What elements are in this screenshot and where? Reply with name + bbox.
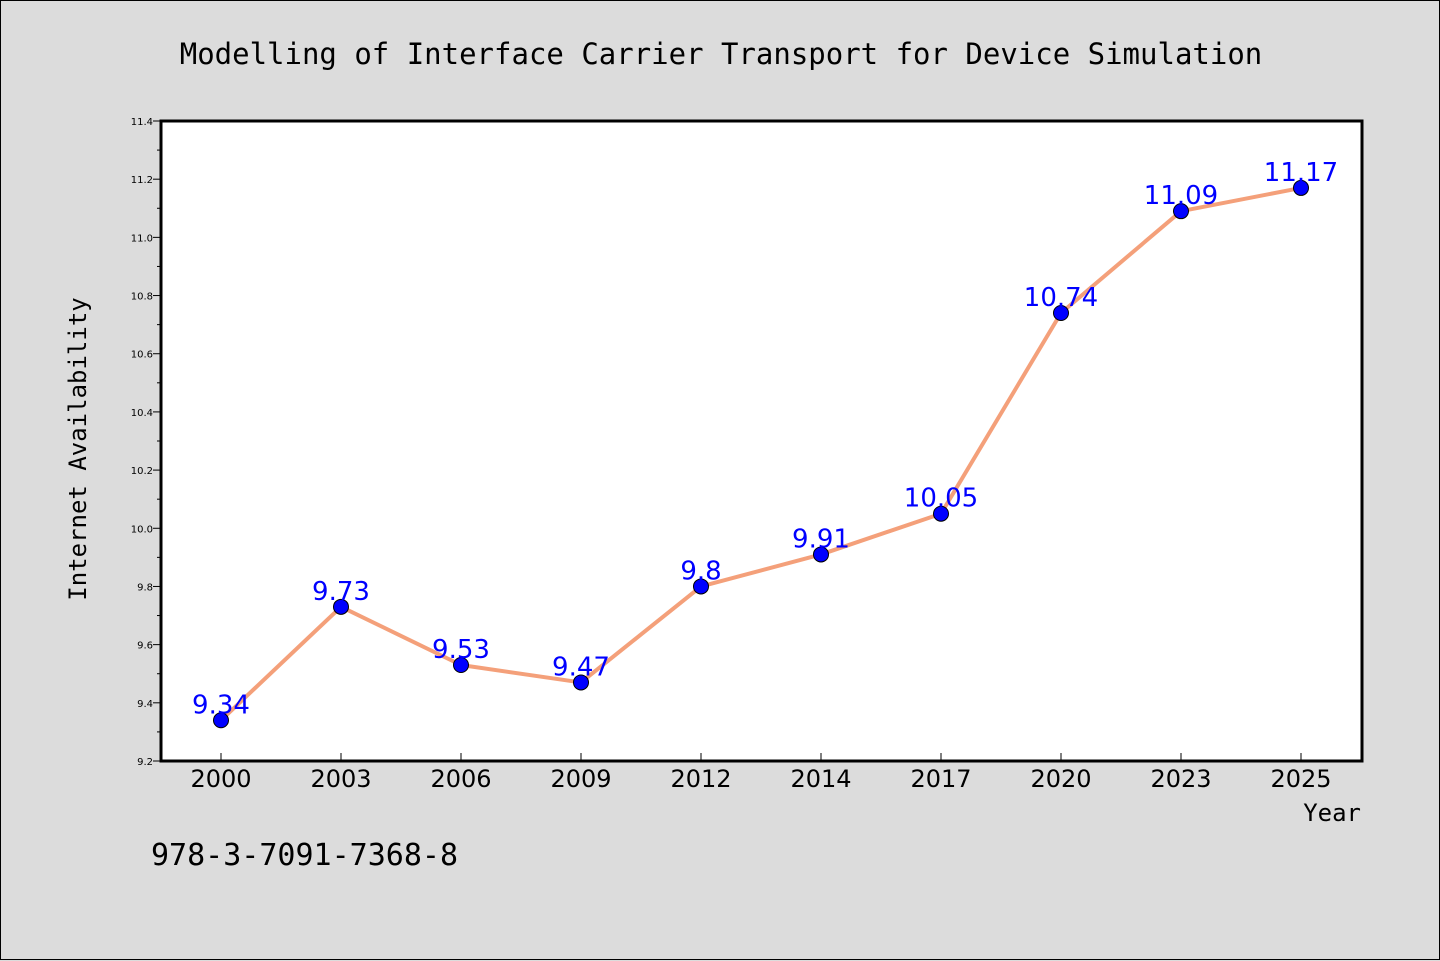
data-label: 9.8 <box>680 556 721 586</box>
x-axis-label: Year <box>1303 799 1361 827</box>
x-tick-label: 2006 <box>430 765 491 793</box>
data-point <box>1053 305 1069 321</box>
y-tick-label: 10.0 <box>131 524 153 535</box>
y-tick-label: 11.4 <box>131 117 153 128</box>
data-point <box>213 712 229 729</box>
y-axis-label: Internet Availability <box>64 297 92 600</box>
data-point <box>453 657 469 673</box>
y-axis: 9.2 9.4 9.6 9.8 10.0 10.2 10.4 10.6 10.8 11.0 11.2… <box>131 117 161 768</box>
data-label: 9.91 <box>792 524 850 554</box>
data-label: 10.74 <box>1024 283 1098 313</box>
data-point <box>333 598 349 615</box>
data-point <box>573 674 589 691</box>
x-tick-label: 2003 <box>310 765 371 793</box>
data-point <box>1293 179 1309 196</box>
y-tick-label: 9.8 <box>137 582 153 593</box>
x-tick-label: 2025 <box>1270 765 1331 793</box>
x-tick-label: 2017 <box>910 765 971 793</box>
data-label: 9.53 <box>432 635 490 665</box>
series-group <box>213 179 1309 729</box>
y-tick-label: 10.6 <box>131 350 153 361</box>
data-point <box>693 578 709 595</box>
series-line <box>219 185 1303 723</box>
data-label: 9.47 <box>552 652 610 682</box>
y-tick-label: 11.0 <box>131 233 153 244</box>
x-tick-label: 2009 <box>550 765 611 793</box>
x-tick-label: 2014 <box>790 765 851 793</box>
data-labels-group: 9.34 9.73 9.53 9.47 9.8 9.91 10.05 10.74 11.09 11… <box>192 158 1338 720</box>
data-label: 9.73 <box>312 577 370 607</box>
data-point <box>813 546 829 563</box>
y-tick-label: 11.2 <box>131 175 153 186</box>
y-tick-label: 9.4 <box>137 699 153 710</box>
x-tick-label: 2020 <box>1030 765 1091 793</box>
data-label: 11.09 <box>1144 181 1218 211</box>
chart-title: Modelling of Interface Carrier Transport… <box>180 37 1263 71</box>
data-point <box>933 505 949 522</box>
data-point <box>1173 203 1189 220</box>
x-tick-label: 2012 <box>670 765 731 793</box>
y-tick-label: 10.4 <box>131 408 153 419</box>
x-tick-label: 2023 <box>1150 765 1211 793</box>
data-label: 10.05 <box>904 484 978 514</box>
data-label: 11.17 <box>1264 158 1338 188</box>
y-tick-label: 9.6 <box>137 641 153 652</box>
x-axis: 2000 2003 2006 2009 2012 2014 2017 2020 2023 2025 <box>190 753 1332 793</box>
y-tick-label: 9.2 <box>137 757 153 768</box>
x-tick-label: 2000 <box>190 765 251 793</box>
footnote: 978-3-7091-7368-8 <box>151 838 458 873</box>
data-label: 9.34 <box>192 690 250 720</box>
y-tick-label: 10.2 <box>131 466 153 477</box>
y-tick-label: 10.8 <box>131 292 153 303</box>
